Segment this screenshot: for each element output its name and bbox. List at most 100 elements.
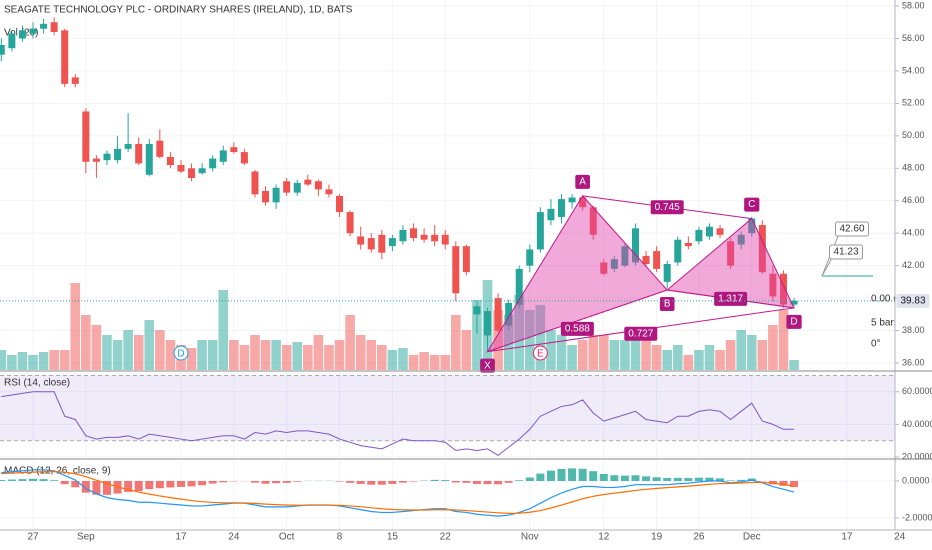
candle-body	[494, 298, 502, 331]
candle-body	[399, 229, 407, 242]
x-tick-label: Sep	[77, 532, 95, 543]
candle-body	[92, 158, 100, 162]
volume-bar	[70, 283, 81, 370]
candle-body	[674, 239, 682, 263]
volume-bar	[651, 345, 662, 370]
pane-title: MACD (12, 26, close, 9)	[4, 466, 111, 477]
volume-bar	[546, 330, 556, 370]
volume-bar	[102, 335, 112, 370]
candle-body	[61, 30, 69, 84]
candle-body	[336, 195, 344, 213]
candle-body	[166, 156, 174, 166]
candle-body	[484, 311, 492, 336]
macd-histogram-bar	[663, 478, 672, 481]
macd-histogram-bar	[546, 470, 555, 481]
candle-body	[18, 30, 26, 39]
measure-angle: 0°	[871, 339, 881, 350]
volume-bar	[419, 352, 429, 370]
x-tick-label: Dec	[743, 532, 761, 543]
volume-bar	[736, 330, 746, 370]
macd-histogram-bar	[60, 480, 69, 485]
macd-histogram-bar	[652, 477, 661, 481]
candle-body	[505, 302, 513, 326]
candle-body	[251, 171, 259, 195]
macd-histogram-bar	[219, 480, 228, 483]
macd-histogram-bar	[726, 480, 735, 481]
volume-bar	[17, 352, 28, 370]
macd-histogram-bar	[293, 480, 302, 482]
volume-bar	[715, 350, 725, 370]
volume-bar	[260, 340, 271, 370]
pane-title: RSI (14, close)	[4, 378, 70, 389]
volume-bar	[49, 350, 59, 370]
x-tick-label: 15	[387, 532, 399, 543]
volume-bar	[683, 355, 694, 370]
volume-bar	[757, 340, 768, 370]
macd-histogram-bar	[71, 480, 80, 488]
callout: 42.60	[839, 224, 864, 235]
volume-bar	[408, 355, 419, 370]
y-tick-label: 58.00	[902, 0, 925, 10]
event-marker-label: D	[177, 349, 184, 360]
volume-bar	[313, 335, 324, 370]
callout-box	[828, 244, 864, 260]
macd-histogram-bar	[124, 480, 133, 492]
candle-body	[610, 259, 618, 269]
x-tick-label: 26	[693, 532, 705, 543]
macd-histogram-bar	[684, 478, 693, 481]
candle-body	[568, 197, 576, 203]
candle-body	[40, 23, 48, 29]
macd-histogram-bar	[356, 480, 365, 484]
volume-bar	[28, 355, 38, 370]
volume-bar	[144, 320, 155, 370]
candle-body	[600, 262, 608, 274]
macd-line	[1, 469, 795, 517]
macd-histogram-bar	[483, 480, 492, 485]
volume-bar	[577, 340, 588, 370]
macd-histogram-bar	[335, 480, 344, 482]
candle-body	[8, 33, 16, 49]
macd-histogram-bar	[525, 477, 534, 481]
ratio-label: 1.317	[718, 294, 743, 305]
candle-body	[420, 234, 428, 240]
y-tick-label: 46.00	[902, 195, 925, 205]
macd-histogram-bar	[155, 480, 164, 489]
candle-body	[283, 181, 291, 193]
point-label-box	[744, 197, 760, 212]
volume-bar	[197, 340, 207, 370]
macd-histogram-bar	[620, 475, 629, 481]
candle-body	[536, 212, 544, 250]
macd-histogram-bar	[462, 480, 471, 483]
volume-bar	[239, 345, 250, 370]
volume-bar	[387, 350, 398, 370]
y-tick-label: -2.0000	[902, 512, 932, 522]
x-tick-label: 17	[175, 532, 187, 543]
candle-body	[716, 228, 724, 235]
candle-body	[758, 225, 766, 273]
candle-body	[705, 226, 713, 237]
macd-histogram-bar	[409, 480, 418, 482]
y-tick-label: 56.00	[902, 33, 925, 43]
x-tick-label: 24	[228, 532, 240, 543]
candle-body	[198, 168, 206, 174]
candle-body	[589, 207, 597, 235]
candle-body	[135, 143, 143, 164]
candle-body	[103, 153, 111, 161]
pattern-xab	[486, 195, 669, 353]
candle-body	[188, 168, 196, 179]
candle-body	[410, 228, 418, 239]
candle-body	[558, 199, 565, 217]
volume-bar	[725, 340, 736, 370]
volume-bar	[7, 355, 17, 370]
volume-bar	[598, 335, 609, 370]
macd-histogram-bar	[18, 479, 27, 481]
macd-histogram-bar	[451, 480, 460, 483]
rsi-line	[1, 391, 795, 456]
macd-histogram-bar	[261, 480, 270, 484]
volume-bar	[461, 330, 472, 370]
volume-bar	[377, 345, 387, 370]
volume-bar	[789, 360, 799, 370]
volume-bar	[524, 310, 535, 370]
volume-bar	[250, 335, 260, 370]
